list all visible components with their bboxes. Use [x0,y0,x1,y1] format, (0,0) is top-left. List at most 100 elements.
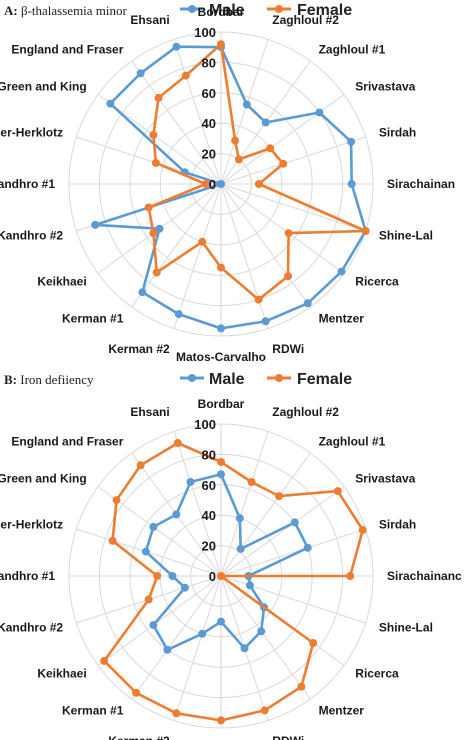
category-label-a-green-and-king: Green and King [0,79,87,93]
point-a-male-mentzer [303,299,312,308]
point-a-male-kerman-1 [138,288,147,297]
spoke-b-8 [220,575,311,700]
category-label-a-kandhro-1: Kandhro #1 [0,177,55,191]
point-a-female-rdwi [254,295,263,304]
point-a-female-zaghloul-2 [231,136,240,145]
category-label-b-green-and-king: Green and King [0,471,87,485]
legend-a-female-label: Female [297,2,352,19]
spoke-b-13 [97,575,222,666]
point-b-male-rdwi [240,644,249,653]
category-label-a-zaghloul-1: Zaghloul #1 [319,43,386,57]
point-a-female-kerman-1 [152,268,161,277]
point-a-male-ehsani [172,42,181,51]
category-label-b-zaghloul-1: Zaghloul #1 [319,435,386,449]
spoke-b-4 [220,528,366,577]
point-a-female-zaghloul-1 [234,155,243,164]
legend-b-female-label: Female [297,371,352,388]
spoke-a-9 [220,183,269,329]
point-a-female-huber-herklotz [151,158,160,167]
point-a-male-kandhro-1 [217,180,225,188]
point-a-male-matos-carvalho [217,324,225,333]
tick-label-a-60: 60 [202,86,216,101]
point-b-female-mentzer [297,682,306,691]
point-b-female-zaghloul-2 [247,478,256,486]
radar-chart-a: A: β-thalassemia minor Male Female 0 20 40… [0,2,455,364]
point-b-male-zaghloul-1 [236,544,245,553]
tick-label-b-40: 40 [202,508,216,523]
spoke-b-12 [131,575,222,700]
point-a-female-sirachainan [255,180,263,188]
chart-a-title-rest: β-thalassemia minor [18,3,128,18]
point-b-male-kandhro-1 [168,572,177,580]
category-label-a-matos-carvalho: Matos-Carvalho [176,350,266,364]
point-a-female-srivastava [266,144,275,153]
category-label-b-zaghloul-2: Zaghloul #2 [272,405,339,419]
point-a-female-kandhro-1 [201,180,210,188]
point-a-male-kandhro-2 [91,220,100,229]
legend-b-female-marker [275,374,283,382]
point-a-male-green-and-king [106,99,115,108]
point-b-male-sirdah [303,543,312,552]
legend-b-male-marker [188,374,196,382]
point-b-male-kerman-2 [198,629,207,638]
point-b-male-huber-herklotz [141,547,150,556]
point-b-female-kandhro-1 [153,572,162,580]
radar-b-plot: 0 20 40 60 80 100 Bordbar Zaghloul #2 Zaghloul #… [0,397,462,740]
tick-label-b-60: 60 [202,478,216,493]
category-label-b-kerman-2: Kerman #2 [108,734,170,740]
spoke-a-12 [131,183,222,308]
point-a-female-sirdah [279,159,288,168]
point-a-female-kerman-2 [198,237,207,246]
point-b-male-kandhro-2 [180,583,189,592]
category-label-a-srivastava: Srivastava [355,79,415,93]
radar-chart-b: B: Iron defiiency Male Female 0 20 40 60 80 1… [0,371,462,740]
category-label-b-ricerca: Ricerca [355,667,399,681]
category-label-a-kerman-1: Kerman #1 [62,311,124,325]
chart-b-title: B: Iron defiiency [4,372,94,387]
point-b-female-kerman-1 [132,688,141,697]
category-label-a-sirachainan: Sirachainan [387,177,455,191]
point-a-female-mentzer [284,272,292,281]
category-label-a-keikhaei: Keikhaei [37,275,86,289]
spoke-b-19 [173,431,222,577]
point-a-male-srivastava [315,108,324,117]
point-b-female-shine-lal [217,572,225,580]
point-a-female-matos-carvalho [217,263,225,272]
point-a-male-sirachainan [347,180,356,188]
point-a-male-rdwi [261,317,270,326]
category-label-a-mentzer: Mentzer [319,311,365,325]
point-a-female-kandhro-2 [144,203,153,212]
point-b-male-matos-carvalho [217,617,225,626]
category-label-b-kerman-1: Kerman #1 [62,703,124,717]
spoke-a-1 [220,39,269,185]
category-label-b-mentzer: Mentzer [319,703,365,717]
tick-label-a-0: 0 [209,177,216,192]
point-a-male-kerman-2 [174,310,183,319]
legend-b-male-label: Male [209,371,245,388]
point-b-female-keikhaei [100,656,109,665]
point-a-female-shine-lal [361,227,370,235]
point-b-female-sirdah [358,526,367,534]
point-b-female-srivastava [333,487,342,496]
point-b-female-matos-carvalho [217,716,225,725]
category-label-b-kandhro-2: Kandhro #2 [0,620,63,634]
point-b-female-huber-herklotz [108,536,117,545]
category-label-a-england-and-fraser: England and Fraser [11,43,123,57]
category-label-a-kerman-2: Kerman #2 [108,342,170,356]
point-a-male-sirdah [347,137,356,146]
radar-a-plot: 0 20 40 60 80 100 Bordbar Zaghloul #2 Zaghloul #… [0,5,455,364]
point-a-male-england-and-fraser [136,69,145,78]
point-b-male-mentzer [257,627,266,636]
point-b-male-ehsani [186,478,195,486]
spoke-a-19 [173,39,222,185]
tick-label-a-20: 20 [202,147,216,162]
point-b-female-england-and-fraser [136,461,145,470]
tick-label-a-40: 40 [202,116,216,131]
legend-a-female-marker [275,5,283,13]
category-label-b-sirdah: Sirdah [379,518,416,532]
tick-label-a-80: 80 [202,55,216,70]
category-label-a-bordbar: Bordbar [198,5,245,19]
category-label-b-huber-herklotz: Huber-Herklotz [0,518,63,532]
category-label-b-england-and-fraser: England and Fraser [11,435,123,449]
